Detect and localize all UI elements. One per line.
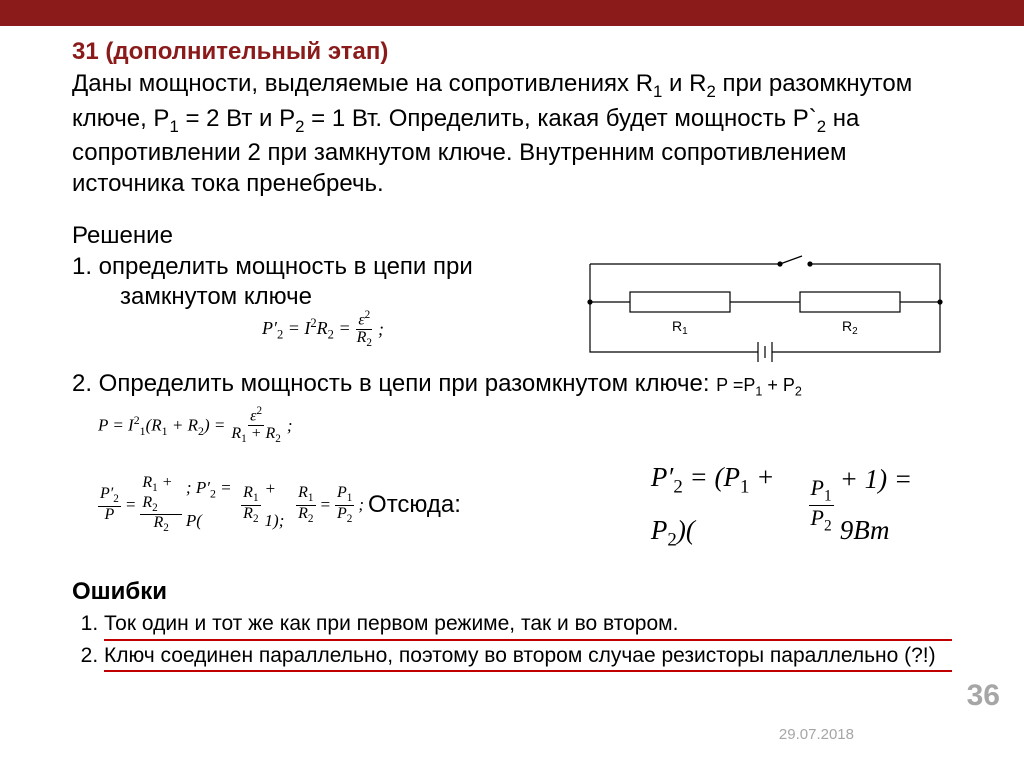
- formula1-tail: ;: [378, 319, 384, 340]
- formula-block: P = I21(R1 + R2) = ε2 R1 + R2 ; P′2 P = …: [98, 406, 952, 559]
- solution-heading: Решение: [72, 222, 952, 250]
- step-2: 2. Определить мощность в цепи при разомк…: [72, 368, 952, 400]
- page-number: 36: [967, 679, 1000, 713]
- title-bar: [0, 0, 1024, 26]
- step1-line2: замкнутом ключе: [72, 283, 312, 310]
- step2-line1: 2. Определить мощность в цепи при разомк…: [72, 370, 710, 397]
- otsuda-label: Отсюда:: [368, 482, 461, 528]
- error-item-2: Ключ соединен параллельно, поэтому во вт…: [104, 642, 952, 672]
- errors-list: Ток один и тот же как при первом режиме,…: [72, 610, 952, 672]
- step1-line1: 1. определить мощность в цепи при: [72, 253, 473, 280]
- circuit-diagram: R1 R2: [570, 252, 960, 372]
- error-item-1: Ток один и тот же как при первом режиме,…: [104, 610, 952, 640]
- formula-1: P′2 = I2R2 = ε2 R2 ;: [262, 310, 384, 350]
- slide-date: 29.07.2018: [779, 726, 854, 743]
- problem-statement: Даны мощности, выделяемые на сопротивлен…: [72, 68, 952, 200]
- errors-heading: Ошибки: [72, 578, 952, 606]
- problem-number: 31 (дополнительный этап): [72, 38, 952, 66]
- r2-label: R2: [842, 318, 858, 337]
- formula2-semi: ;: [287, 410, 293, 442]
- title-text: 31 (дополнительный этап): [72, 38, 388, 65]
- formula-2a: P = I21(R1 + R2) = ε2 R1 + R2 ;: [98, 406, 293, 446]
- r1-label: R1: [672, 318, 688, 337]
- formula-2b-row: P′2 P = R1 + R2 R2 ; P′2 = P( R1 R2 + 1)…: [98, 452, 952, 559]
- formula-2b: P′2 P = R1 + R2 R2 ; P′2 = P( R1 R2 + 1)…: [98, 472, 364, 537]
- result-formula: P′2 = (P1 + P2)( P1 P2 + 1) = 9Вт: [651, 452, 952, 559]
